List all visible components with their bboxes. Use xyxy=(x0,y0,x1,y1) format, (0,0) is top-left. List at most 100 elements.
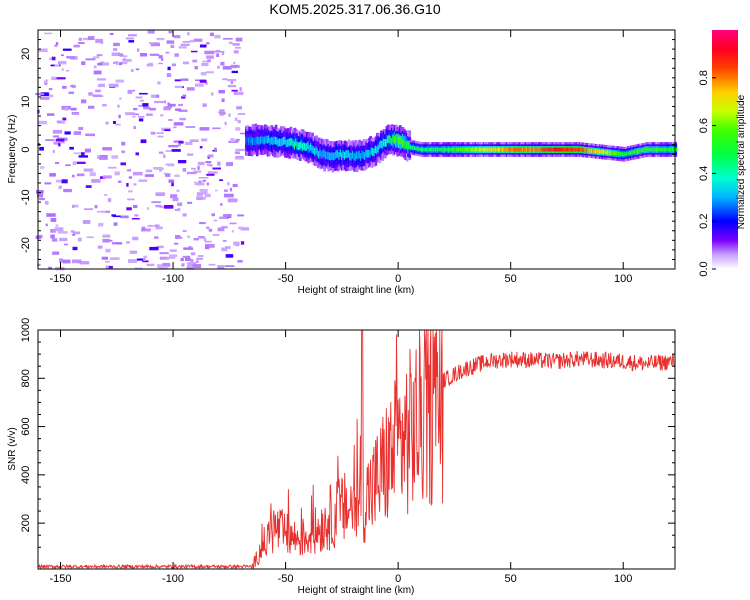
noise-cell xyxy=(84,148,91,153)
noise-cell xyxy=(174,53,179,57)
noise-cell xyxy=(45,200,49,205)
noise-cell xyxy=(169,254,178,257)
noise-cell xyxy=(197,161,205,166)
signal-cell xyxy=(324,151,328,160)
signal-cell xyxy=(249,135,252,143)
signal-cell xyxy=(297,142,301,151)
noise-cell xyxy=(207,154,214,158)
noise-cell xyxy=(234,151,240,154)
noise-cell xyxy=(213,219,218,222)
signal-cell xyxy=(369,149,372,158)
noise-cell xyxy=(227,198,238,203)
noise-cell xyxy=(171,63,176,67)
noise-cell xyxy=(136,258,144,261)
noise-cell xyxy=(175,235,181,239)
noise-cell xyxy=(180,43,190,46)
signal-cell xyxy=(262,136,266,145)
noise-cell xyxy=(198,236,205,239)
signal-cell xyxy=(511,147,514,152)
noise-cell xyxy=(39,96,50,100)
signal-cell xyxy=(508,147,511,152)
noise-cell xyxy=(237,119,241,124)
x-tick-label: 0 xyxy=(395,573,401,585)
noise-cell xyxy=(206,42,210,45)
noise-cell xyxy=(127,34,137,37)
noise-cell xyxy=(154,224,160,227)
noise-cell xyxy=(80,152,85,156)
noise-cell xyxy=(142,103,149,107)
noise-cell xyxy=(225,246,231,249)
signal-cell xyxy=(557,147,560,152)
signal-cell xyxy=(566,147,570,152)
signal-cell xyxy=(278,138,282,147)
noise-cell xyxy=(218,90,225,94)
signal-cell xyxy=(435,147,439,152)
signal-cell xyxy=(590,148,594,153)
signal-cell xyxy=(624,152,628,156)
noise-cell xyxy=(221,247,228,252)
noise-cell xyxy=(212,167,221,170)
noise-cell xyxy=(215,49,221,53)
signal-cell xyxy=(299,142,302,150)
signal-cell xyxy=(320,151,324,159)
colorbar: 0.0 0.2 0.4 0.6 0.8 Normalized spectral ampl… xyxy=(698,30,747,277)
signal-cell xyxy=(470,147,474,152)
noise-cell xyxy=(201,63,209,67)
noise-cell xyxy=(108,83,119,88)
signal-cell xyxy=(438,147,441,152)
noise-cell xyxy=(108,239,113,242)
noise-cell xyxy=(44,32,53,35)
noise-cell xyxy=(159,267,169,270)
noise-cell xyxy=(156,132,164,134)
signal-cell xyxy=(598,149,602,154)
noise-cell xyxy=(146,207,149,210)
noise-cell xyxy=(37,193,43,198)
noise-cell xyxy=(105,265,109,269)
signal-cell xyxy=(478,147,482,152)
noise-cell xyxy=(235,138,240,142)
noise-cell xyxy=(196,196,204,200)
signal-cell xyxy=(328,152,332,161)
signal-cell xyxy=(276,137,279,145)
noise-cell xyxy=(97,245,103,249)
signal-cell xyxy=(550,147,553,152)
noise-cell xyxy=(205,245,210,250)
signal-cell xyxy=(424,147,428,152)
noise-cell xyxy=(50,218,57,222)
noise-cell xyxy=(71,174,75,178)
noise-cell xyxy=(135,152,139,156)
noise-cell xyxy=(204,50,215,55)
signal-cell xyxy=(661,147,664,152)
noise-cell xyxy=(206,163,211,166)
noise-cell xyxy=(49,173,56,177)
spectrogram-x-axis-label: Height of straight line (km) xyxy=(298,285,415,296)
noise-cell xyxy=(238,226,244,230)
noise-cell xyxy=(193,38,203,42)
noise-cell xyxy=(178,140,184,144)
noise-cell xyxy=(168,144,179,148)
x-tick-label: -100 xyxy=(162,273,184,285)
noise-cell xyxy=(141,226,146,231)
noise-cell xyxy=(82,220,91,224)
noise-cell xyxy=(85,58,96,61)
noise-cell xyxy=(109,32,114,35)
signal-cell xyxy=(655,147,659,152)
signal-cell xyxy=(273,136,276,145)
signal-cell xyxy=(353,152,356,161)
noise-cell xyxy=(192,59,198,63)
noise-cell xyxy=(233,91,244,96)
signal-cell xyxy=(246,134,249,142)
signal-cell xyxy=(358,150,362,159)
noise-cell xyxy=(143,255,148,258)
signal-cell xyxy=(415,146,418,151)
noise-cell xyxy=(87,105,95,109)
noise-cell xyxy=(192,264,202,268)
signal-cell xyxy=(519,147,522,152)
noise-cell xyxy=(111,214,116,217)
noise-cell xyxy=(54,44,58,47)
signal-cell xyxy=(467,147,471,152)
signal-cell xyxy=(288,138,291,147)
noise-cell xyxy=(183,247,194,250)
noise-cell xyxy=(227,84,237,88)
noise-cell xyxy=(167,163,175,167)
